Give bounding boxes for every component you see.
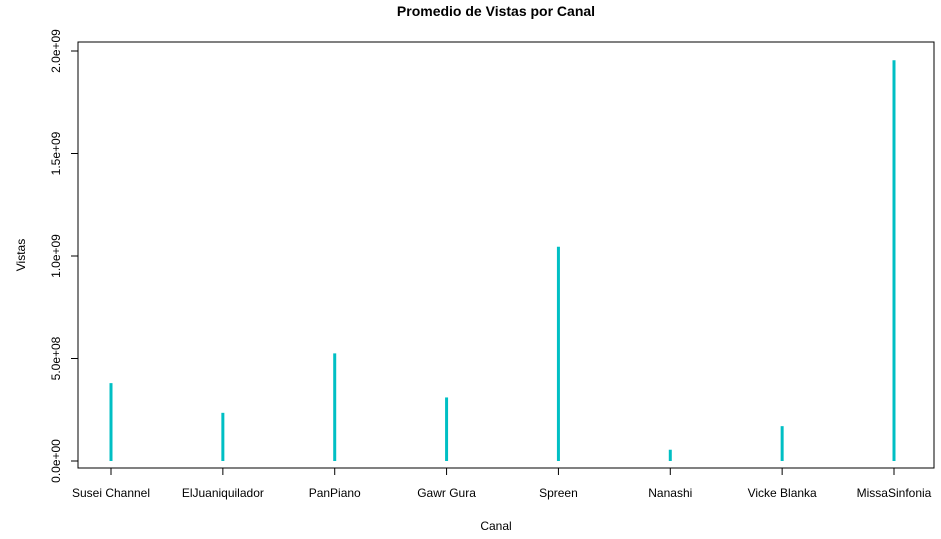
x-tick-label: ElJuaniquilador: [182, 486, 264, 500]
y-tick-label: 0.0e+00: [49, 439, 63, 483]
x-tick-label: MissaSinfonia: [857, 486, 932, 500]
y-tick-label: 1.5e+09: [49, 131, 63, 175]
y-tick-label: 1.0e+09: [49, 234, 63, 278]
y-tick-label: 5.0e+08: [49, 336, 63, 380]
x-tick-label: Nanashi: [648, 486, 692, 500]
y-axis-label: Vistas: [14, 239, 28, 271]
chart-title: Promedio de Vistas por Canal: [397, 3, 595, 19]
y-axis: 0.0e+00 5.0e+08 1.0e+09 1.5e+09 2.0e+09: [49, 29, 79, 483]
bars: [109, 60, 896, 461]
x-tick-label: Vicke Blanka: [748, 486, 817, 500]
x-tick-label: Gawr Gura: [417, 486, 476, 500]
x-tick-label: PanPiano: [309, 486, 361, 500]
y-tick-label: 2.0e+09: [49, 29, 63, 73]
x-axis-label: Canal: [480, 519, 511, 533]
x-axis: Susei Channel ElJuaniquilador PanPiano Gawr…: [72, 467, 932, 500]
plot-frame: [77, 41, 935, 469]
x-tick-label: Susei Channel: [72, 486, 150, 500]
x-tick-label: Spreen: [539, 486, 578, 500]
